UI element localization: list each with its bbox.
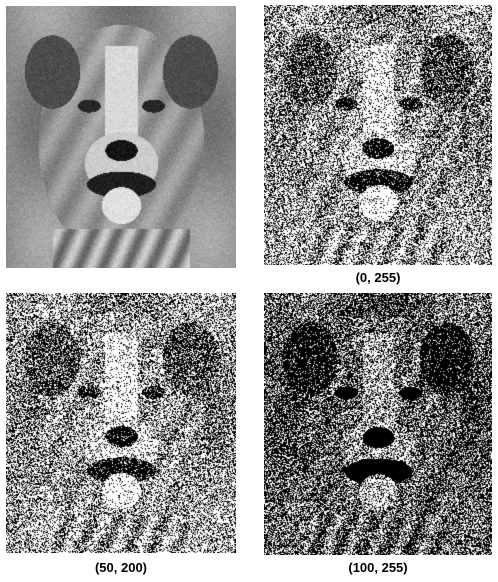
caption-0-255: (0, 255): [355, 270, 401, 285]
dog-grayscale-image: [6, 6, 236, 268]
dog-noise-image-0-255: [264, 5, 492, 265]
caption-100-255: (100, 255): [348, 560, 408, 575]
dog-grayscale-canvas: [6, 6, 236, 268]
dog-noise-image-50-200: [6, 293, 236, 553]
dog-noise-canvas-50-200: [6, 293, 236, 553]
dog-noise-canvas-0-255: [264, 5, 492, 265]
dog-noise-canvas-100-255: [264, 293, 492, 555]
dog-noise-image-100-255: [264, 293, 492, 555]
caption-50-200: (50, 200): [94, 560, 148, 575]
